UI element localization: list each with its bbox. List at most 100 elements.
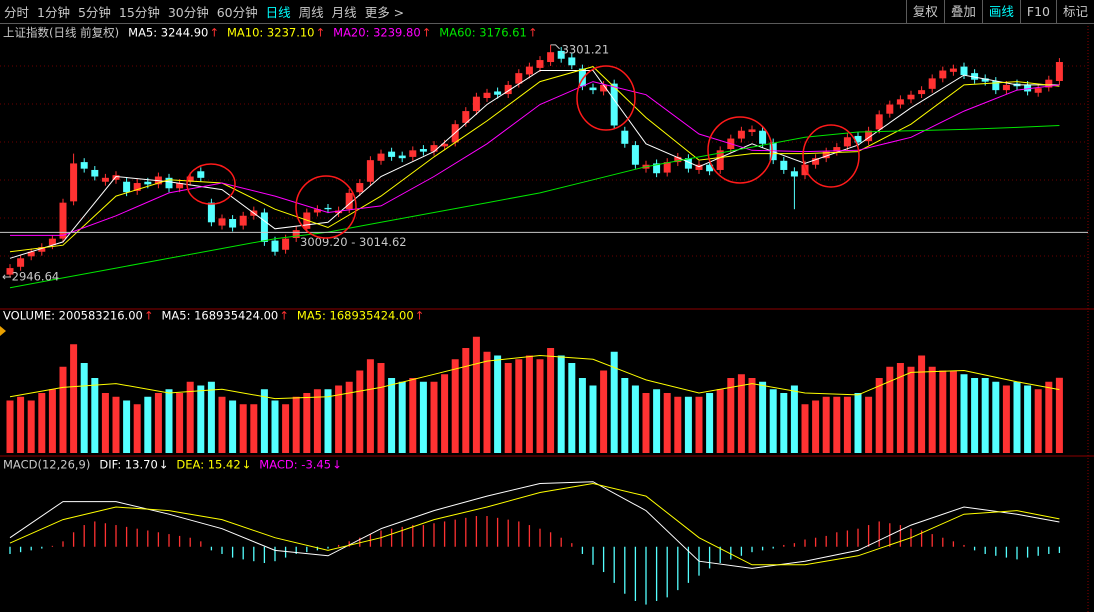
volume-bar xyxy=(483,351,491,453)
volume-bar xyxy=(928,366,936,453)
trend-arrow: ↓ xyxy=(332,458,342,472)
volume-bar xyxy=(70,344,78,453)
candle-body xyxy=(960,66,968,76)
candle-body xyxy=(589,87,597,91)
tool-button[interactable]: 画线 xyxy=(981,0,1020,24)
trend-arrow: ↓ xyxy=(242,458,252,472)
chart-title: 上证指数(日线 前复权) xyxy=(3,26,119,40)
legend-entry: MA5: 3244.90 xyxy=(128,26,208,40)
volume-bar xyxy=(939,370,947,453)
tool-button[interactable]: 标记 xyxy=(1055,0,1094,24)
volume-bar xyxy=(1055,377,1063,453)
volume-bar xyxy=(716,389,724,453)
candle-body xyxy=(176,183,184,189)
volume-bar xyxy=(324,389,332,453)
volume-bar xyxy=(504,363,512,453)
period-tab[interactable]: 5分钟 xyxy=(77,5,111,20)
candle-body xyxy=(737,130,745,139)
period-tab[interactable]: 30分钟 xyxy=(167,5,209,20)
candle-body xyxy=(706,164,714,172)
candle-body xyxy=(271,240,279,252)
toolbar: 分时 1分钟 5分钟 15分钟 30分钟 60分钟 日线 周线 月线 更多 > 复权 叠加 画线 F10 标… xyxy=(0,0,1094,24)
legend-entry: MA60: 3176.61 xyxy=(439,26,527,40)
candle-body xyxy=(218,218,226,226)
period-tab[interactable]: 日线 xyxy=(265,5,291,20)
trend-arrow: ↓ xyxy=(159,458,169,472)
volume-bar xyxy=(409,378,417,453)
candle-body xyxy=(854,135,862,143)
volume-bar xyxy=(48,389,56,453)
volume-bar xyxy=(494,355,502,453)
volume-bar xyxy=(398,381,406,453)
candle-body xyxy=(59,202,67,239)
volume-bar xyxy=(462,348,470,453)
candle-body xyxy=(621,130,629,144)
volume-bar xyxy=(239,404,247,453)
indicator-line xyxy=(9,125,1060,289)
candle-body xyxy=(939,70,947,79)
circle-mark xyxy=(576,65,636,131)
tool-button[interactable]: 叠加 xyxy=(943,0,982,24)
candle-body xyxy=(398,155,406,159)
candle-body xyxy=(27,251,35,257)
candle-body xyxy=(1045,79,1053,88)
candle-body xyxy=(313,209,321,213)
candle-body xyxy=(356,183,364,193)
volume-bar xyxy=(27,400,35,453)
indicator-line xyxy=(9,481,1060,569)
volume-bar xyxy=(981,378,989,453)
candle-body xyxy=(716,150,724,170)
circle-mark xyxy=(802,124,860,188)
period-tab[interactable]: 周线 xyxy=(298,5,324,20)
period-tab[interactable]: 分时 xyxy=(4,5,30,20)
period-tab[interactable]: 更多 > xyxy=(364,5,405,20)
volume-bar xyxy=(197,385,205,453)
candle-body xyxy=(631,145,639,165)
low-label: 2946.64 xyxy=(12,269,60,283)
tool-button[interactable]: F10 xyxy=(1019,0,1056,24)
volume-bar xyxy=(568,363,576,453)
volume-bar xyxy=(17,396,25,453)
circle-mark xyxy=(186,163,236,205)
volume-bar xyxy=(992,381,1000,453)
candle-body xyxy=(101,177,109,182)
tool-button[interactable]: 复权 xyxy=(905,0,944,24)
volume-bar xyxy=(38,393,46,453)
candle-body xyxy=(992,80,1000,91)
period-tab[interactable]: 1分钟 xyxy=(37,5,70,20)
volume-bar xyxy=(812,400,820,453)
candle-body xyxy=(748,129,756,133)
volume-bar xyxy=(631,385,639,453)
candle-body xyxy=(759,130,767,144)
legend-entry: DIF: 13.70 xyxy=(99,458,157,472)
period-tab[interactable]: 月线 xyxy=(331,5,357,20)
candle-body xyxy=(886,104,894,114)
chart-title: MACD(12,26,9) xyxy=(3,458,90,472)
candle-body xyxy=(91,169,99,177)
volume-bar xyxy=(737,374,745,453)
candle-body xyxy=(17,258,25,267)
volume-bar xyxy=(695,396,703,453)
volume-bar xyxy=(727,378,735,453)
volume-bar xyxy=(419,381,427,453)
candle-body xyxy=(48,238,56,246)
volume-bar xyxy=(1013,381,1021,453)
panel-handle xyxy=(0,326,6,336)
candle-body xyxy=(112,175,120,180)
hand-drawn-marks xyxy=(186,65,860,239)
volume-bar xyxy=(833,396,841,453)
candle-body xyxy=(239,215,247,226)
candle-body xyxy=(1034,88,1042,93)
period-tab[interactable]: 60分钟 xyxy=(216,5,258,20)
candle-body xyxy=(875,114,883,130)
candle-body xyxy=(971,73,979,80)
candle-body xyxy=(547,52,555,63)
indicator-line xyxy=(9,482,1060,566)
volume-bar xyxy=(430,381,438,453)
circle-mark xyxy=(707,116,773,184)
candle-body xyxy=(907,94,915,100)
candle-body xyxy=(197,171,205,178)
candle-body xyxy=(144,181,152,185)
volume-bar xyxy=(207,381,215,453)
period-tab[interactable]: 15分钟 xyxy=(118,5,160,20)
